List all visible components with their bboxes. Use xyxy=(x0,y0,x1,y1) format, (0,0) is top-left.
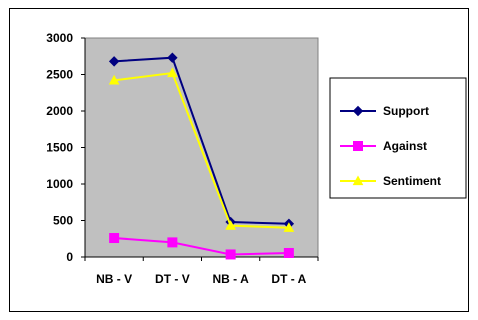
sentiment-point-1 xyxy=(108,74,120,85)
axes: 0 500 1000 1500 2000 2500 3000 NB - V DT - V NB -… xyxy=(46,31,319,286)
y-tick-label: 0 xyxy=(66,250,73,264)
against-point-4 xyxy=(283,247,294,258)
legend-box xyxy=(329,77,467,199)
series-line-support xyxy=(114,56,289,225)
y-tick-label: 3000 xyxy=(46,31,73,45)
against-point-3 xyxy=(225,249,236,260)
legend-label-support: Support xyxy=(383,104,429,118)
sentiment-point-4 xyxy=(283,222,295,232)
x-tick-label: NB - A xyxy=(213,272,250,286)
y-tick-label: 2000 xyxy=(46,104,73,118)
series-line-against xyxy=(114,237,289,256)
y-tick-label: 2500 xyxy=(46,68,73,82)
legend-marker-sentiment xyxy=(352,175,364,186)
y-tick-label: 500 xyxy=(53,214,73,228)
x-tick-label: NB - V xyxy=(96,272,132,286)
against-point-1 xyxy=(109,233,120,244)
series-line-sentiment xyxy=(114,71,289,229)
x-tick-label: DT - V xyxy=(155,272,190,286)
support-point-1 xyxy=(108,56,120,67)
series-against xyxy=(109,233,294,260)
series-support xyxy=(108,52,295,229)
series-sentiment xyxy=(108,67,295,232)
legend-marker-against xyxy=(353,141,363,151)
support-point-2 xyxy=(167,52,178,63)
legend-label-sentiment: Sentiment xyxy=(383,174,441,188)
sentiment-point-2 xyxy=(167,67,178,78)
series-group xyxy=(108,52,295,260)
y-tick-label: 1000 xyxy=(46,177,73,191)
legend-marker-support xyxy=(352,105,364,117)
x-tick-label: DT - A xyxy=(271,272,306,286)
y-tick-label: 1500 xyxy=(46,141,73,155)
legend-label-against: Against xyxy=(383,139,427,153)
against-point-2 xyxy=(167,237,178,248)
legend: Support Against Sentiment xyxy=(329,77,467,199)
sentiment-point-3 xyxy=(225,220,236,230)
